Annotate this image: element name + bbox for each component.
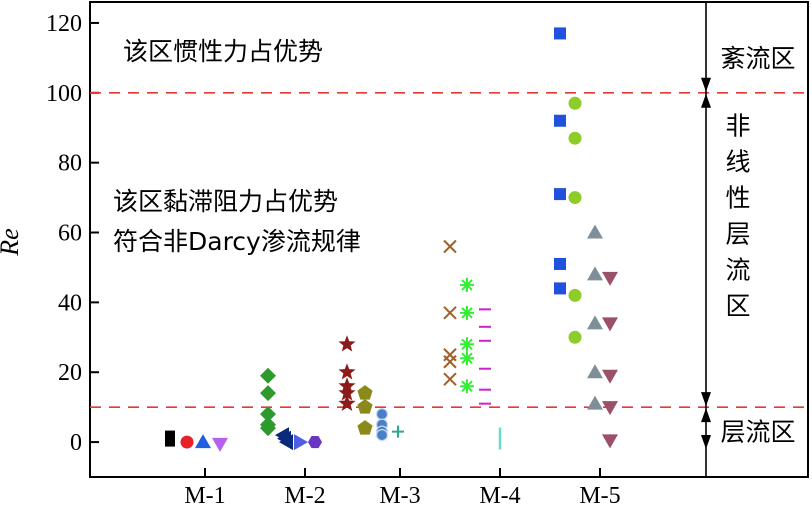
data-point-diamond: [260, 385, 276, 402]
data-point-triangle-down: [602, 369, 618, 384]
data-point-pentagon: [357, 399, 373, 414]
data-point-circle: [568, 330, 582, 344]
data-point-triangle-down: [602, 271, 618, 286]
region-label-nonlinear: 非线性层流区: [725, 112, 750, 321]
data-point-circle: [568, 191, 582, 205]
data-point-pentagon: [357, 385, 373, 400]
data-point-x: [443, 348, 457, 362]
inertial-region-annotation: 该区惯性力占优势: [123, 37, 323, 66]
data-point-asterisk: [460, 277, 474, 292]
arrow-down-icon: [701, 77, 711, 92]
data-points: [165, 27, 618, 452]
data-point-triangle-down: [212, 437, 228, 452]
x-tick-label: M-2: [284, 483, 325, 506]
plot-frame: [89, 1, 809, 478]
data-point-circle: [180, 435, 194, 449]
y-tick-label: 40: [58, 290, 82, 316]
x-tick-label: M-3: [379, 483, 420, 506]
data-point-triangle-up: [587, 315, 603, 330]
data-point-square: [554, 282, 566, 295]
data-point-x: [443, 239, 457, 254]
viscous-region-annotation: 该区黏滞阻力占优势: [113, 187, 338, 216]
arrow-down-icon: [701, 435, 711, 450]
non-darcy-annotation: 符合非Darcy渗流规律: [113, 227, 361, 256]
data-point-diamond: [260, 420, 276, 437]
data-point-x: [443, 306, 457, 320]
data-point-pentagon: [357, 420, 373, 435]
y-tick-label: 60: [58, 221, 82, 247]
data-point-triangle-right: [294, 434, 308, 451]
y-tick-label: 80: [58, 151, 82, 177]
y-tick-label: 120: [46, 11, 82, 37]
y-tick-label: 100: [46, 81, 82, 107]
arrow-down-icon: [701, 392, 711, 407]
data-point-star: [338, 384, 356, 401]
data-point-asterisk: [460, 379, 474, 394]
data-point-circle: [568, 96, 582, 110]
data-point-x: [443, 355, 457, 369]
data-point-square: [165, 430, 175, 447]
data-point-asterisk: [460, 305, 474, 320]
axes: 0 20 40 60 80 100 120 M-1 M-2 M-3 M-4 M-5: [46, 11, 621, 506]
data-point-triangle-up: [587, 224, 603, 239]
data-point-square: [554, 188, 566, 201]
data-point-square: [554, 257, 566, 270]
data-point-circle: [568, 131, 582, 145]
data-point-asterisk: [460, 337, 474, 352]
data-point-star: [338, 335, 356, 352]
data-point-star: [338, 394, 356, 411]
x-tick-label: M-1: [184, 483, 225, 506]
data-point-triangle-up: [195, 434, 211, 449]
data-point-triangle-down: [602, 434, 618, 449]
arrow-up-icon: [701, 408, 711, 423]
y-axis-label: Re: [0, 228, 24, 256]
x-tick-label: M-4: [479, 483, 520, 506]
data-point-triangle-up: [587, 364, 603, 379]
data-point-sphere: [375, 408, 389, 421]
arrow-up-icon: [701, 93, 711, 108]
x-tick-label: M-5: [579, 483, 620, 506]
data-point-star: [338, 363, 356, 380]
data-point-triangle-up: [587, 266, 603, 281]
data-point-x: [443, 372, 457, 386]
y-tick-label: 20: [58, 360, 82, 386]
data-point-square: [554, 114, 566, 127]
data-point-circle: [568, 288, 582, 302]
region-label-laminar: 层流区: [720, 418, 795, 447]
data-point-triangle-left: [279, 434, 293, 451]
data-point-hexagon: [308, 436, 322, 449]
data-point-triangle-up: [587, 395, 603, 410]
data-point-diamond: [260, 406, 276, 423]
data-point-diamond: [260, 367, 276, 384]
data-point-triangle-down: [602, 317, 618, 332]
data-point-sphere: [375, 428, 389, 442]
reference-lines: [90, 92, 808, 408]
data-point-square: [554, 27, 566, 40]
data-point-triangle-down: [602, 401, 618, 416]
data-point-asterisk: [460, 351, 474, 366]
region-label-turbulent: 紊流区: [720, 44, 795, 73]
data-point-plus: [392, 425, 404, 438]
y-tick-label: 0: [70, 430, 82, 456]
